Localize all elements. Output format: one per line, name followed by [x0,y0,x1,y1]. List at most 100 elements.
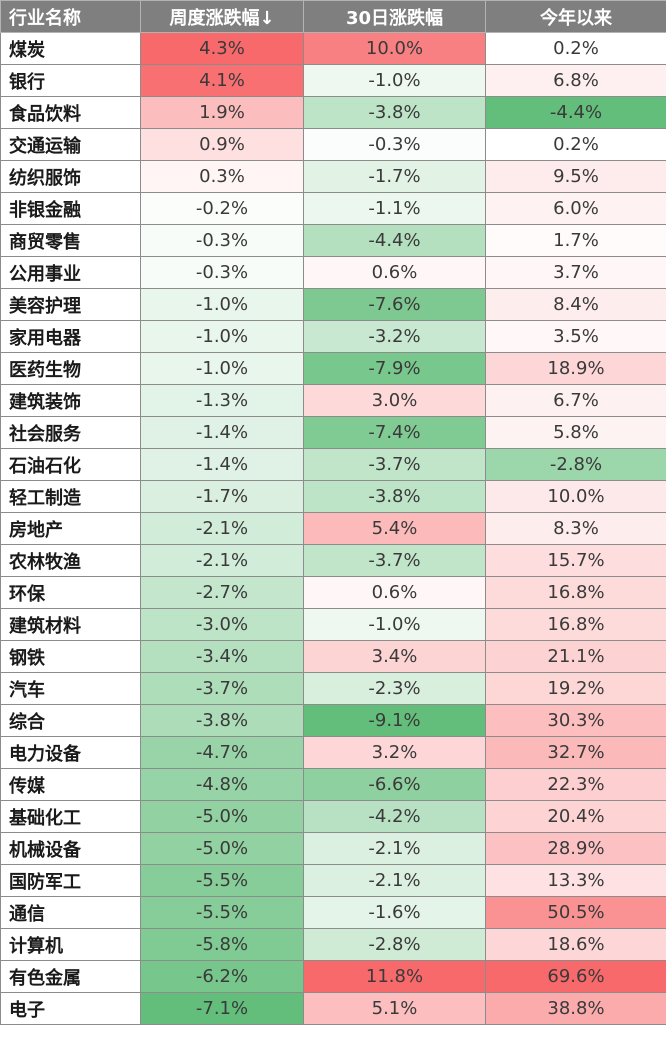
weekly-change-cell: 1.9% [140,96,304,129]
ytd-change-cell: 0.2% [485,32,666,65]
30day-change-cell: -1.6% [303,896,486,929]
weekly-change-cell: -3.7% [140,672,304,705]
industry-name-cell: 房地产 [0,512,141,545]
30day-change-cell: 5.4% [303,512,486,545]
table-row: 电力设备 -4.7% 3.2% 32.7% [0,736,666,769]
weekly-change-cell: -5.0% [140,800,304,833]
ytd-change-cell: -4.4% [485,96,666,129]
table-row: 房地产 -2.1% 5.4% 8.3% [0,512,666,545]
30day-change-cell: -6.6% [303,768,486,801]
table-row: 汽车 -3.7% -2.3% 19.2% [0,672,666,705]
table-row: 有色金属 -6.2% 11.8% 69.6% [0,960,666,993]
ytd-change-cell: 18.6% [485,928,666,961]
weekly-change-cell: -6.2% [140,960,304,993]
ytd-change-cell: 15.7% [485,544,666,577]
ytd-change-cell: 8.3% [485,512,666,545]
table-header: 行业名称 周度涨跌幅↓ 30日涨跌幅 今年以来 [0,0,666,33]
industry-name-cell: 机械设备 [0,832,141,865]
30day-change-cell: -3.2% [303,320,486,353]
industry-name-cell: 环保 [0,576,141,609]
industry-name-cell: 石油石化 [0,448,141,481]
table-row: 环保 -2.7% 0.6% 16.8% [0,576,666,609]
table-row: 交通运输 0.9% -0.3% 0.2% [0,128,666,161]
weekly-change-cell: -2.1% [140,512,304,545]
table-row: 银行 4.1% -1.0% 6.8% [0,64,666,97]
table-row: 农林牧渔 -2.1% -3.7% 15.7% [0,544,666,577]
industry-name-cell: 建筑材料 [0,608,141,641]
industry-name-cell: 基础化工 [0,800,141,833]
30day-change-cell: -7.6% [303,288,486,321]
industry-name-cell: 国防军工 [0,864,141,897]
ytd-change-cell: 9.5% [485,160,666,193]
30day-change-cell: 10.0% [303,32,486,65]
table-row: 家用电器 -1.0% -3.2% 3.5% [0,320,666,353]
30day-change-cell: -1.1% [303,192,486,225]
ytd-change-cell: -2.8% [485,448,666,481]
industry-name-cell: 食品饮料 [0,96,141,129]
weekly-change-cell: -1.4% [140,448,304,481]
ytd-change-cell: 1.7% [485,224,666,257]
ytd-change-cell: 21.1% [485,640,666,673]
weekly-change-cell: -5.8% [140,928,304,961]
industry-name-cell: 家用电器 [0,320,141,353]
table-row: 电子 -7.1% 5.1% 38.8% [0,992,666,1025]
30day-change-cell: -2.1% [303,864,486,897]
ytd-change-cell: 3.5% [485,320,666,353]
table-row: 建筑装饰 -1.3% 3.0% 6.7% [0,384,666,417]
table-row: 建筑材料 -3.0% -1.0% 16.8% [0,608,666,641]
ytd-change-cell: 20.4% [485,800,666,833]
weekly-change-cell: -1.0% [140,288,304,321]
table-row: 石油石化 -1.4% -3.7% -2.8% [0,448,666,481]
industry-heatmap-table: 行业名称 周度涨跌幅↓ 30日涨跌幅 今年以来 煤炭 4.3% 10.0% 0.2% 银… [0,0,666,1025]
weekly-change-cell: 0.3% [140,160,304,193]
weekly-change-cell: -3.4% [140,640,304,673]
industry-name-cell: 电子 [0,992,141,1025]
weekly-change-cell: -0.3% [140,224,304,257]
weekly-change-cell: -2.7% [140,576,304,609]
table-row: 非银金融 -0.2% -1.1% 6.0% [0,192,666,225]
ytd-change-cell: 22.3% [485,768,666,801]
30day-change-cell: -7.4% [303,416,486,449]
table-row: 传媒 -4.8% -6.6% 22.3% [0,768,666,801]
30day-change-cell: -3.7% [303,544,486,577]
industry-name-cell: 非银金融 [0,192,141,225]
weekly-change-cell: -5.5% [140,896,304,929]
30day-change-cell: -4.4% [303,224,486,257]
table-row: 计算机 -5.8% -2.8% 18.6% [0,928,666,961]
weekly-change-cell: -0.3% [140,256,304,289]
weekly-change-cell: -3.8% [140,704,304,737]
30day-change-cell: 0.6% [303,256,486,289]
industry-name-cell: 通信 [0,896,141,929]
30day-change-cell: -2.8% [303,928,486,961]
header-weekly-change[interactable]: 周度涨跌幅↓ [140,0,304,33]
header-ytd-change[interactable]: 今年以来 [485,0,666,33]
weekly-change-cell: -1.3% [140,384,304,417]
weekly-change-cell: -4.8% [140,768,304,801]
table-row: 机械设备 -5.0% -2.1% 28.9% [0,832,666,865]
30day-change-cell: -2.3% [303,672,486,705]
industry-name-cell: 农林牧渔 [0,544,141,577]
header-row: 行业名称 周度涨跌幅↓ 30日涨跌幅 今年以来 [0,0,666,33]
ytd-change-cell: 13.3% [485,864,666,897]
industry-name-cell: 煤炭 [0,32,141,65]
industry-name-cell: 公用事业 [0,256,141,289]
ytd-change-cell: 19.2% [485,672,666,705]
ytd-change-cell: 30.3% [485,704,666,737]
ytd-change-cell: 6.7% [485,384,666,417]
header-industry-name: 行业名称 [0,0,141,33]
header-30day-change[interactable]: 30日涨跌幅 [303,0,486,33]
industry-name-cell: 综合 [0,704,141,737]
ytd-change-cell: 6.8% [485,64,666,97]
ytd-change-cell: 6.0% [485,192,666,225]
30day-change-cell: -1.0% [303,608,486,641]
ytd-change-cell: 38.8% [485,992,666,1025]
30day-change-cell: -4.2% [303,800,486,833]
ytd-change-cell: 0.2% [485,128,666,161]
weekly-change-cell: 4.1% [140,64,304,97]
table-row: 美容护理 -1.0% -7.6% 8.4% [0,288,666,321]
table-row: 基础化工 -5.0% -4.2% 20.4% [0,800,666,833]
table-row: 国防军工 -5.5% -2.1% 13.3% [0,864,666,897]
industry-name-cell: 美容护理 [0,288,141,321]
weekly-change-cell: -3.0% [140,608,304,641]
table-row: 轻工制造 -1.7% -3.8% 10.0% [0,480,666,513]
